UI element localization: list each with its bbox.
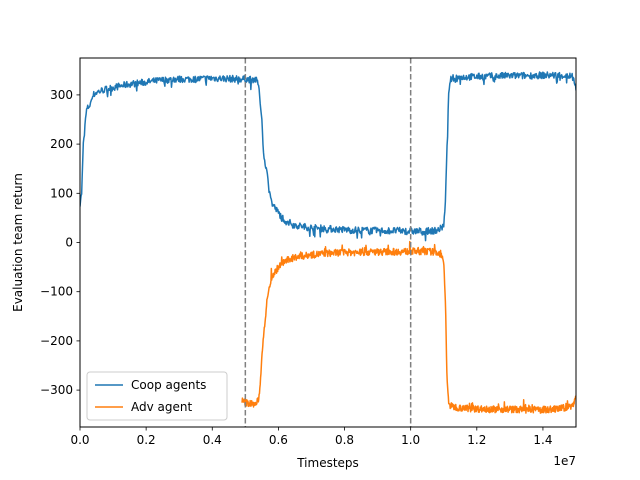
x-axis-offset-text: 1e7 — [553, 454, 576, 468]
y-tick-label: 100 — [50, 186, 73, 200]
y-axis-label: Evaluation team return — [11, 173, 25, 312]
y-axis-ticks: 300 200 100 0 −100 −200 −300 — [40, 88, 80, 397]
y-tick-label: −200 — [40, 334, 73, 348]
series-line-coop-agents — [80, 71, 576, 242]
x-axis-ticks: 0.0 0.2 0.4 0.6 0.8 1.0 1.2 1.4 — [70, 427, 552, 447]
x-tick-label: 1.2 — [467, 433, 486, 447]
y-tick-label: 0 — [65, 236, 73, 250]
vline-layer — [244, 58, 412, 427]
legend: Coop agents Adv agent — [86, 371, 228, 421]
series-layer — [80, 71, 576, 414]
legend-label: Coop agents — [131, 378, 206, 392]
x-tick-label: 0.0 — [70, 433, 89, 447]
x-tick-label: 0.8 — [335, 433, 354, 447]
y-tick-label: −100 — [40, 285, 73, 299]
x-tick-label: 0.2 — [137, 433, 156, 447]
y-tick-label: −300 — [40, 383, 73, 397]
x-axis-label: Timesteps — [296, 456, 359, 470]
y-tick-label: 200 — [50, 137, 73, 151]
x-tick-label: 0.4 — [203, 433, 222, 447]
x-tick-label: 1.4 — [533, 433, 552, 447]
x-tick-label: 0.6 — [269, 433, 288, 447]
x-tick-label: 1.0 — [401, 433, 420, 447]
legend-label: Adv agent — [131, 400, 192, 414]
legend-box — [86, 371, 228, 421]
y-tick-label: 300 — [50, 88, 73, 102]
series-line-adv-agent — [241, 240, 576, 414]
